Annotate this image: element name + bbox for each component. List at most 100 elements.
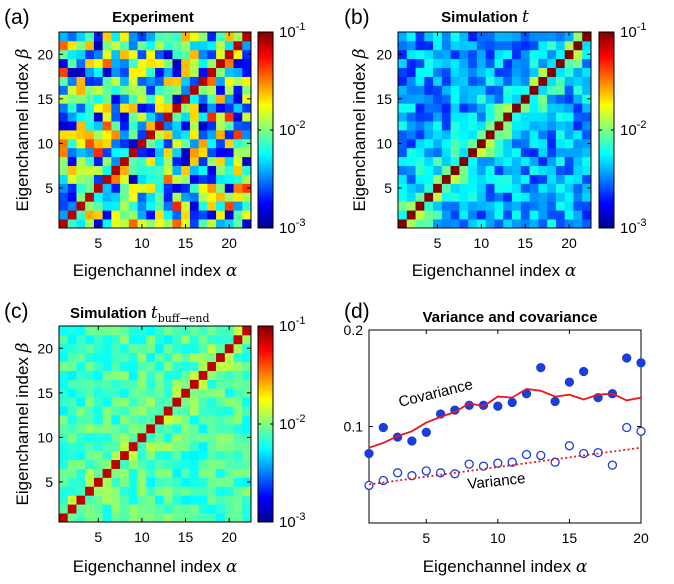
- variance-point: [521, 449, 532, 460]
- variance-point: [392, 468, 403, 478]
- heatmap-cell: [398, 192, 408, 202]
- heatmap-cell: [224, 210, 234, 220]
- heatmap-cell: [494, 147, 504, 158]
- heatmap-cell: [181, 406, 191, 416]
- heatmap-cell: [198, 486, 208, 496]
- x-tick-label: 15: [178, 235, 194, 251]
- heatmap-cell: [128, 495, 138, 505]
- heatmap-cell: [67, 210, 77, 220]
- heatmap-cell: [242, 219, 252, 229]
- heatmap-cell: [459, 58, 469, 69]
- heatmap-cell: [207, 406, 217, 416]
- heatmap-cell: [59, 388, 69, 398]
- heatmap-cell: [406, 76, 416, 86]
- heatmap-cell: [573, 147, 583, 158]
- heatmap-cell: [67, 388, 77, 398]
- heatmap-cell: [415, 103, 425, 113]
- heatmap-cell: [102, 165, 112, 175]
- heatmap-cell: [242, 450, 252, 461]
- heatmap-cell: [67, 130, 77, 140]
- heatmap-cell: [163, 477, 173, 487]
- heatmap-cell: [111, 334, 121, 345]
- heatmap-cell: [494, 210, 504, 220]
- heatmap-cell: [67, 343, 77, 354]
- heatmap-cell: [155, 156, 165, 167]
- heatmap-cell: [198, 343, 208, 354]
- heatmap-cell: [189, 441, 200, 452]
- heatmap-cell: [233, 495, 243, 505]
- x-tick-label: 10: [134, 235, 150, 251]
- heatmap-cell: [582, 210, 592, 220]
- heatmap-cell: [155, 388, 165, 398]
- heatmap-cell: [224, 513, 234, 523]
- heatmap-cell: [189, 397, 200, 407]
- heatmap-cell: [485, 183, 495, 193]
- heatmap-cell: [163, 76, 173, 86]
- heatmap-cell: [128, 415, 138, 425]
- heatmap-cell: [67, 85, 77, 95]
- heatmap-cell: [163, 40, 173, 51]
- heatmap-cell: [128, 192, 138, 202]
- heatmap-cell: [433, 85, 443, 95]
- heatmap-cell: [233, 415, 243, 425]
- heatmap-cell: [555, 32, 566, 42]
- heatmap-cell: [476, 183, 487, 193]
- heatmap-cell: [573, 40, 583, 51]
- heatmap-cell: [224, 121, 234, 131]
- heatmap-cell: [137, 513, 147, 523]
- heatmap-cell: [207, 397, 217, 407]
- heatmap-cell: [415, 94, 425, 104]
- panel-label-c: (c): [4, 300, 29, 323]
- heatmap-cell: [450, 112, 460, 122]
- heatmap-cell: [128, 326, 138, 336]
- heatmap-cell: [111, 468, 121, 478]
- heatmap-cell: [406, 40, 416, 51]
- heatmap-cell: [102, 450, 112, 461]
- heatmap-cell: [102, 201, 112, 211]
- heatmap-cell: [59, 103, 69, 113]
- heatmap-cell: [224, 450, 234, 461]
- heatmap-cell: [189, 343, 200, 354]
- heatmap-cell: [198, 352, 208, 363]
- heatmap-cell: [128, 112, 138, 122]
- heatmap-cell: [93, 379, 104, 389]
- heatmap-b: [398, 32, 592, 229]
- heatmap-cell: [398, 76, 408, 86]
- heatmap-cell: [189, 58, 200, 69]
- heatmap-cell: [67, 477, 77, 487]
- heatmap-cell: [520, 112, 530, 122]
- heatmap-cell: [137, 165, 147, 175]
- heatmap-cell: [198, 326, 208, 336]
- heatmap-cell: [85, 513, 95, 523]
- heatmap-cell: [181, 379, 191, 389]
- heatmap-cell: [476, 58, 487, 69]
- heatmap-cell: [146, 326, 156, 336]
- heatmap-cell: [85, 210, 95, 220]
- heatmap-cell: [120, 76, 130, 86]
- heatmap-cell: [102, 76, 112, 86]
- heatmap-cell: [67, 486, 77, 496]
- heatmap-cell: [520, 130, 530, 140]
- heatmap-cell: [512, 94, 522, 104]
- heatmap-cell: [529, 49, 539, 60]
- heatmap-cell: [233, 165, 243, 175]
- heatmap-cell: [242, 397, 252, 407]
- heatmap-cell: [102, 432, 112, 443]
- heatmap-cell: [163, 379, 173, 389]
- heatmap-cell: [459, 67, 469, 77]
- heatmap-cell: [424, 138, 434, 149]
- heatmap-cell: [207, 219, 217, 229]
- heatmap-cell: [424, 183, 434, 193]
- heatmap-cell: [468, 40, 478, 51]
- heatmap-cell: [67, 459, 77, 469]
- heatmap-cell: [547, 192, 557, 202]
- heatmap-cell: [468, 219, 478, 229]
- heatmap-cell: [198, 67, 208, 77]
- heatmap-cell: [137, 138, 147, 149]
- heatmap-cell: [207, 76, 217, 86]
- heatmap-cell: [163, 441, 173, 452]
- heatmap-cell: [573, 174, 583, 184]
- heatmap-cell: [102, 334, 112, 345]
- heatmap-cell: [450, 40, 460, 51]
- heatmap-cell: [155, 85, 165, 95]
